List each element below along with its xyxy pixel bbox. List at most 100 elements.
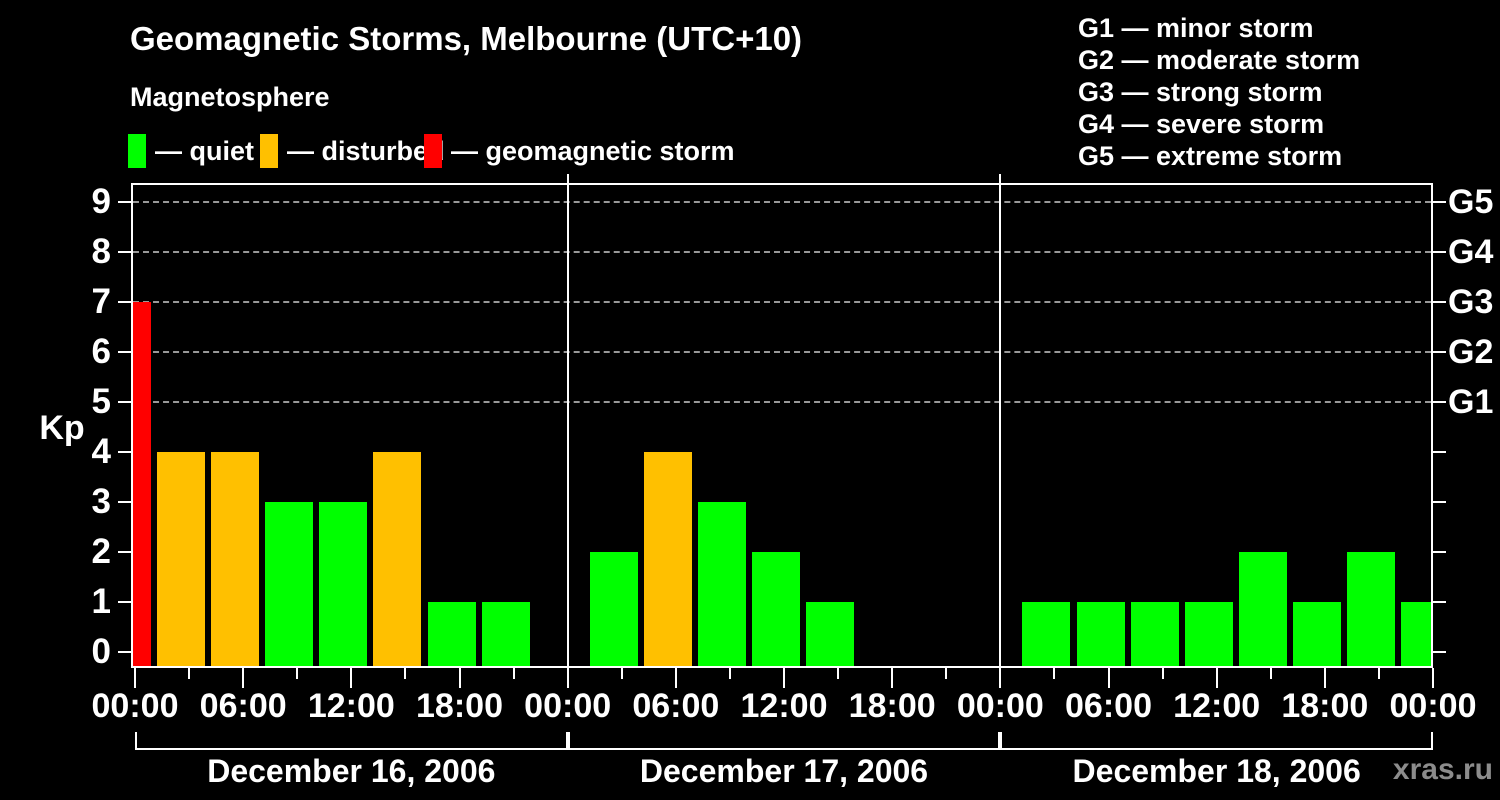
x-tick xyxy=(1215,668,1218,688)
kp-bar xyxy=(1401,602,1433,666)
panel-divider xyxy=(999,174,1002,668)
watermark: xras.ru xyxy=(1392,753,1493,786)
x-tick xyxy=(1377,668,1380,679)
x-tick xyxy=(1269,668,1272,679)
y-tick xyxy=(118,301,131,303)
y-tick xyxy=(1433,351,1446,353)
x-tick xyxy=(404,668,407,679)
g-level-label: G4 xyxy=(1448,233,1494,271)
y-tick xyxy=(1433,201,1446,203)
x-tick xyxy=(188,668,191,679)
y-tick xyxy=(118,551,131,553)
y-tick-label: 2 xyxy=(91,532,111,571)
y-tick-label: 5 xyxy=(91,382,111,421)
y-tick xyxy=(118,601,131,603)
x-tick-label: 00:00 xyxy=(91,687,179,725)
bar-layer xyxy=(131,183,1433,668)
g-level-label: G2 xyxy=(1448,333,1494,371)
x-tick-label: 00:00 xyxy=(956,687,1044,725)
kp-bar xyxy=(1076,602,1125,666)
legend-label-disturbed: — disturbed xyxy=(287,135,445,166)
day-bracket-cap xyxy=(567,732,570,750)
grid-line xyxy=(133,301,1431,303)
kp-bar xyxy=(1184,602,1233,666)
kp-bar xyxy=(697,502,746,666)
day-bracket-cap xyxy=(1431,732,1433,750)
y-tick xyxy=(118,251,131,253)
x-tick-label: 00:00 xyxy=(524,687,612,725)
kp-bar xyxy=(1130,602,1179,666)
y-tick xyxy=(1433,301,1446,303)
grid-line xyxy=(133,401,1431,403)
kp-bar xyxy=(1022,602,1071,666)
y-tick xyxy=(1433,451,1446,453)
legend-item-storm: — geomagnetic storm xyxy=(424,133,735,169)
plot-area: 00:00 06:00 12:00 18:00 00:00 06:00 12:00 18:00… xyxy=(39,174,1493,789)
x-tick-label: 12:00 xyxy=(1173,687,1261,725)
kp-bar xyxy=(643,452,692,666)
x-tick xyxy=(945,668,948,679)
kp-bar xyxy=(1346,552,1395,666)
g2-legend-line: G2 — moderate storm xyxy=(1078,45,1361,75)
x-tick xyxy=(512,668,515,679)
x-tick xyxy=(296,668,299,679)
x-tick xyxy=(1053,668,1056,679)
x-tick xyxy=(1161,668,1164,679)
g1-legend-line: G1 — minor storm xyxy=(1078,13,1314,43)
disturbed-swatch-icon xyxy=(260,134,278,168)
x-tick-label: 18:00 xyxy=(416,687,503,725)
day-label: December 17, 2006 xyxy=(639,753,929,789)
y-tick xyxy=(1433,501,1446,503)
g5-legend-line: G5 — extreme storm xyxy=(1078,141,1343,171)
x-tick xyxy=(350,668,353,688)
x-tick xyxy=(783,668,785,688)
grid-line xyxy=(133,251,1431,253)
y-tick-label: 0 xyxy=(91,632,111,671)
day-bracket xyxy=(567,748,1001,750)
kp-bar xyxy=(319,502,368,666)
quiet-swatch-icon xyxy=(128,134,146,168)
y-tick-label: 1 xyxy=(91,582,111,621)
y-tick-label: 6 xyxy=(91,332,111,371)
legend-label-quiet: — quiet xyxy=(155,135,254,166)
y-tick xyxy=(1433,601,1446,603)
y-tick-label: 3 xyxy=(91,482,111,521)
g-level-label: G3 xyxy=(1448,283,1494,321)
x-tick xyxy=(999,668,1002,688)
day-label: December 18, 2006 xyxy=(1072,753,1361,789)
y-tick-label: 8 xyxy=(91,232,111,271)
day-bracket xyxy=(1000,748,1433,750)
x-tick xyxy=(891,668,894,688)
x-tick-label: 18:00 xyxy=(1281,687,1369,725)
kp-bar xyxy=(373,452,422,666)
chart-subtitle: Magnetosphere xyxy=(130,82,330,112)
day-bracket-cap xyxy=(135,732,137,750)
kp-bar xyxy=(1292,602,1341,666)
page-title: Geomagnetic Storms, Melbourne (UTC+10) xyxy=(130,20,803,57)
y-tick xyxy=(118,201,131,203)
y-tick xyxy=(118,401,131,403)
kp-bar xyxy=(806,602,855,666)
x-tick xyxy=(728,668,731,679)
kp-bar xyxy=(131,302,151,666)
x-tick-label: 00:00 xyxy=(1389,687,1477,725)
x-tick-label: 12:00 xyxy=(740,687,828,725)
y-tick xyxy=(118,351,131,353)
x-tick xyxy=(674,668,677,688)
x-tick xyxy=(566,668,569,688)
g-level-label: G5 xyxy=(1448,183,1494,221)
y-tick xyxy=(118,501,131,503)
legend-item-quiet: — quiet xyxy=(128,133,254,169)
x-tick xyxy=(837,668,840,679)
x-tick xyxy=(242,668,245,688)
y-tick xyxy=(1433,401,1446,403)
legend-label-storm: — geomagnetic storm xyxy=(451,135,735,166)
day-bracket xyxy=(135,748,568,750)
y-tick-label: 7 xyxy=(91,282,111,321)
kp-bar xyxy=(481,602,530,666)
kp-bar xyxy=(1238,552,1287,666)
x-tick xyxy=(458,668,461,688)
day-bracket-cap xyxy=(565,732,568,750)
day-label: December 16, 2006 xyxy=(207,753,496,789)
